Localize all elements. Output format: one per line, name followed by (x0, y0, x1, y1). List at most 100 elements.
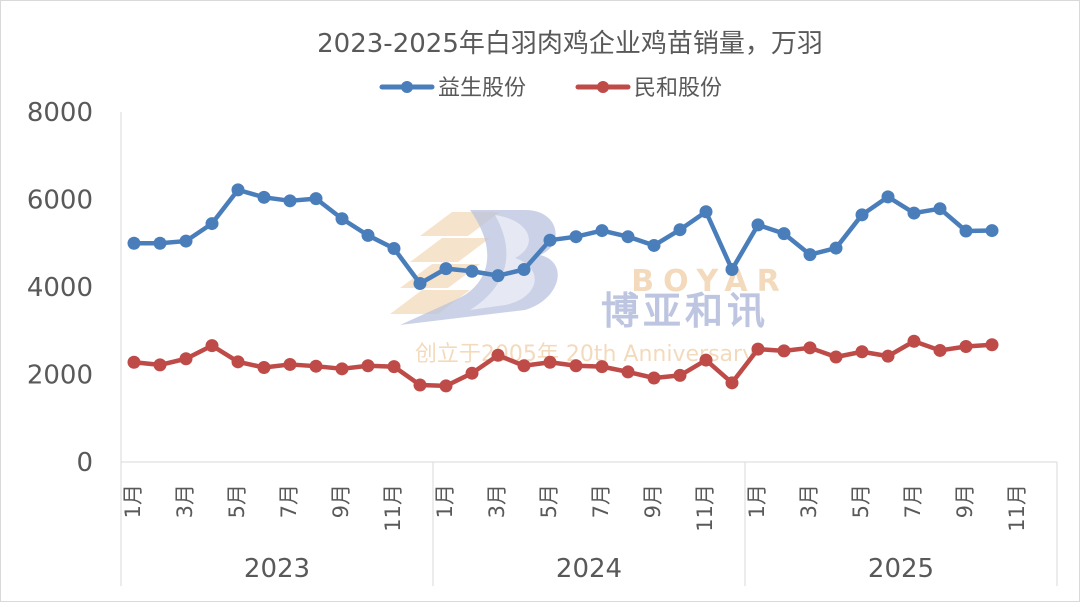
data-point-yisheng (179, 234, 193, 248)
x-tick-label: 11月 (1005, 484, 1029, 532)
data-point-minhe (621, 365, 635, 379)
x-tick-label: 3月 (173, 484, 197, 518)
legend-marker-yisheng (401, 81, 413, 93)
data-point-minhe (855, 345, 869, 359)
data-point-yisheng (257, 190, 271, 204)
data-point-minhe (985, 338, 999, 352)
data-point-minhe (127, 355, 141, 369)
data-point-minhe (881, 349, 895, 363)
boyar-logo-icon (390, 210, 558, 325)
x-tick-label: 9月 (953, 484, 977, 518)
y-axis: 0 2000 4000 6000 8000 (27, 98, 122, 478)
data-point-minhe (491, 348, 505, 362)
x-tick-label: 7月 (589, 484, 613, 518)
x-tick-label: 5月 (537, 484, 561, 518)
data-point-minhe (283, 357, 297, 371)
data-point-yisheng (855, 208, 869, 222)
data-point-yisheng (803, 248, 817, 262)
data-point-minhe (179, 352, 193, 366)
data-point-yisheng (465, 264, 479, 278)
data-point-yisheng (647, 238, 661, 252)
series-yisheng (127, 183, 999, 290)
data-point-yisheng (491, 269, 505, 283)
legend-label-minhe: 民和股份 (634, 76, 722, 101)
data-point-yisheng (127, 236, 141, 250)
data-point-minhe (309, 359, 323, 373)
x-tick-label: 1月 (121, 484, 145, 518)
data-point-yisheng (777, 227, 791, 241)
data-point-yisheng (933, 202, 947, 216)
legend-marker-minhe (597, 81, 609, 93)
data-point-yisheng (673, 223, 687, 237)
series-minhe (127, 334, 999, 393)
data-point-minhe (673, 368, 687, 382)
year-label: 2025 (868, 554, 934, 584)
year-label: 2023 (244, 554, 310, 584)
x-tick-label: 5月 (225, 484, 249, 518)
series-layer (127, 183, 999, 393)
data-point-minhe (829, 350, 843, 364)
data-point-yisheng (231, 183, 245, 197)
y-tick-label: 0 (76, 448, 93, 478)
data-point-yisheng (959, 224, 973, 238)
data-point-yisheng (569, 230, 583, 244)
x-tick-label: 1月 (745, 484, 769, 518)
data-point-yisheng (907, 206, 921, 220)
watermark-brand-en: BOYAR (631, 264, 788, 299)
data-point-minhe (595, 360, 609, 374)
data-point-yisheng (543, 233, 557, 247)
data-point-yisheng (387, 242, 401, 255)
y-tick-label: 6000 (27, 186, 93, 216)
data-point-minhe (569, 359, 583, 373)
x-tick-label: 11月 (381, 484, 405, 532)
data-point-minhe (517, 359, 531, 373)
boyar-watermark: BOYAR 博亚和讯 创立于2005年 20th Anniversary (390, 210, 788, 367)
chart-title: 2023-2025年白羽肉鸡企业鸡苗销量，万羽 (317, 29, 823, 59)
data-point-minhe (907, 334, 921, 348)
data-point-yisheng (153, 236, 167, 250)
data-point-yisheng (309, 192, 323, 206)
x-tick-label: 1月 (433, 484, 457, 518)
data-point-minhe (153, 358, 167, 372)
legend-label-yisheng: 益生股份 (438, 76, 526, 101)
legend-item-minhe: 民和股份 (575, 76, 722, 101)
data-point-minhe (257, 361, 271, 374)
x-tick-label: 3月 (485, 484, 509, 518)
data-point-minhe (205, 339, 219, 353)
data-point-minhe (647, 371, 661, 385)
data-point-yisheng (283, 194, 297, 208)
data-point-yisheng (725, 263, 739, 276)
data-point-minhe (335, 362, 349, 376)
data-point-minhe (699, 353, 713, 367)
data-point-yisheng (829, 241, 843, 255)
y-tick-label: 8000 (27, 98, 93, 128)
x-tick-label: 7月 (277, 484, 301, 518)
data-point-yisheng (205, 217, 219, 231)
data-point-minhe (933, 343, 947, 357)
data-point-minhe (439, 379, 453, 393)
data-point-yisheng (439, 262, 453, 276)
data-point-minhe (231, 355, 245, 369)
series-line-yisheng (131, 187, 995, 286)
data-point-yisheng (361, 228, 375, 242)
data-point-yisheng (751, 218, 765, 232)
legend: 益生股份 民和股份 (379, 76, 722, 101)
x-tick-label: 7月 (901, 484, 925, 518)
series-line-minhe (131, 339, 995, 389)
data-point-yisheng (881, 190, 895, 204)
data-point-yisheng (335, 212, 349, 226)
year-label: 2024 (556, 554, 622, 584)
x-axis: 1月 3月 5月 7月 9月 11月 1月 3月 5月 7月 9月 11月 1月 3月 5月 7月 9月 11月 2… (120, 461, 1058, 586)
data-point-minhe (413, 378, 427, 392)
watermark-brand-cn: 博亚和讯 (601, 289, 769, 333)
data-point-minhe (361, 359, 375, 373)
data-point-yisheng (595, 224, 609, 238)
data-point-minhe (725, 376, 739, 390)
x-tick-label: 9月 (329, 484, 353, 518)
data-point-yisheng (413, 277, 427, 290)
data-point-yisheng (621, 230, 635, 244)
data-point-minhe (777, 344, 791, 358)
data-point-yisheng (985, 224, 999, 238)
